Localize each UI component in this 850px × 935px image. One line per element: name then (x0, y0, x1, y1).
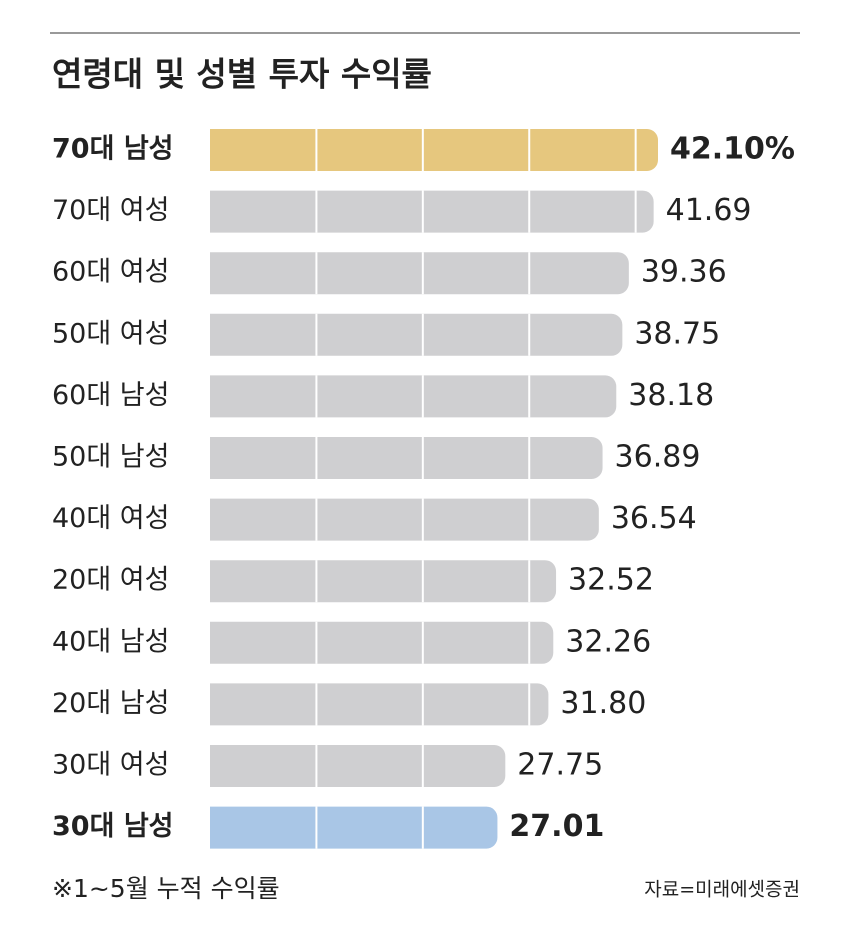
value-label: 27.01 (509, 809, 604, 844)
category-label: 70대 여성 (52, 195, 169, 226)
bar (210, 190, 654, 233)
bar (210, 683, 549, 726)
bar (210, 806, 498, 849)
bar (210, 313, 623, 356)
value-label: 32.52 (568, 563, 654, 598)
category-label: 50대 남성 (52, 442, 169, 473)
value-label: 36.54 (611, 501, 697, 536)
value-label: 32.26 (565, 624, 651, 659)
value-label: 42.10% (670, 132, 795, 167)
bar (210, 375, 617, 418)
category-label: 50대 여성 (52, 318, 169, 349)
category-label: 40대 여성 (52, 503, 169, 534)
category-label: 20대 여성 (52, 565, 169, 596)
category-label: 40대 남성 (52, 626, 169, 657)
bar (210, 621, 554, 664)
value-label: 38.75 (634, 316, 720, 351)
bar (210, 498, 599, 541)
value-label: 31.80 (560, 686, 646, 721)
bar (210, 560, 557, 603)
footnote: ※1~5월 누적 수익률 (52, 874, 280, 903)
category-label: 60대 여성 (52, 257, 169, 288)
value-label: 38.18 (628, 378, 714, 413)
value-label: 27.75 (517, 748, 603, 783)
category-label: 30대 여성 (52, 750, 169, 781)
bar (210, 745, 506, 787)
bar (210, 129, 658, 171)
chart-title: 연령대 및 성별 투자 수익률 (52, 55, 432, 94)
source: 자료=미래에셋증권 (644, 879, 800, 901)
bar (210, 252, 629, 295)
category-label: 60대 남성 (52, 380, 169, 411)
value-label: 41.69 (666, 193, 752, 228)
value-label: 39.36 (641, 255, 727, 290)
bar (210, 437, 603, 479)
category-label: 30대 남성 (52, 811, 174, 842)
category-label: 20대 남성 (52, 688, 169, 719)
value-label: 36.89 (615, 440, 701, 475)
category-label: 70대 남성 (52, 134, 174, 165)
